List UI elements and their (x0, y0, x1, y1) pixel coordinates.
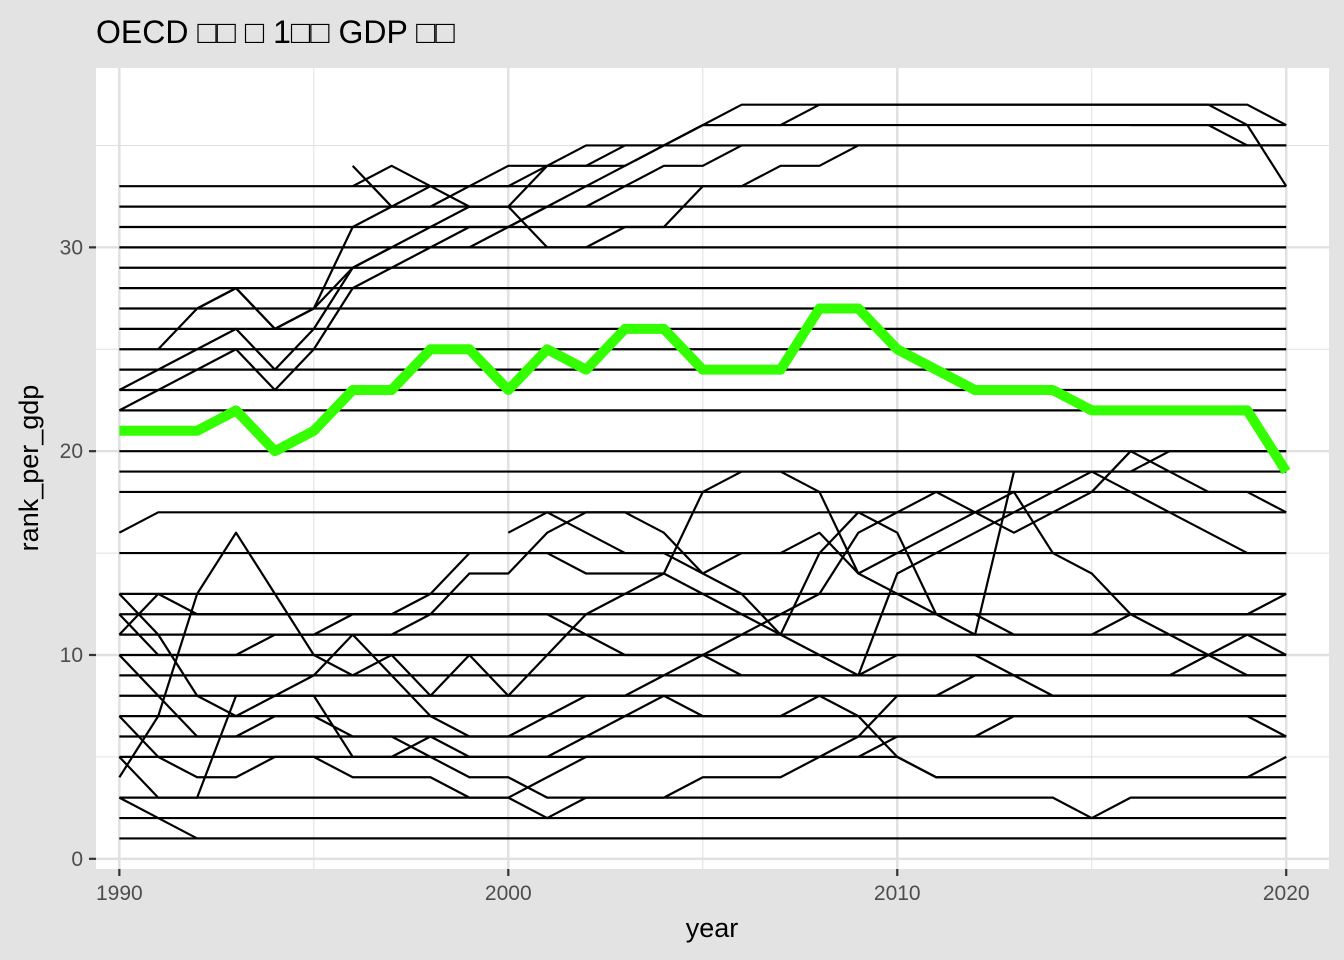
series-line (351, 450, 1287, 738)
chart-title: OECD □□ □ 1□□ GDP □□ (96, 14, 455, 50)
x-tick-label: 2010 (874, 882, 921, 905)
series-lines (118, 103, 1288, 840)
y-tick-label: 10 (60, 644, 83, 667)
series-line (118, 694, 1287, 799)
x-tick-label: 2000 (485, 882, 532, 905)
series-line (351, 103, 1287, 208)
y-tick-label: 0 (71, 848, 83, 871)
series-line (118, 470, 1287, 778)
series-line (119, 816, 1287, 840)
series-line (352, 144, 1287, 249)
series-line (118, 674, 1287, 799)
series-line (118, 796, 1287, 820)
series-line (118, 511, 1287, 534)
y-axis-title: rank_per_gdp (14, 385, 44, 552)
y-axis: 0 10 20 30 (60, 236, 96, 871)
x-tick-label: 1990 (96, 882, 143, 905)
highlight-series (119, 303, 1291, 475)
y-tick-label: 20 (60, 440, 83, 463)
series-line (507, 511, 1287, 636)
x-axis: 1990 2000 2010 2020 (96, 869, 1310, 905)
plot-panel (96, 68, 1329, 869)
series-line (1130, 123, 1248, 147)
x-axis-title: year (686, 913, 739, 943)
x-tick-label: 2020 (1263, 882, 1310, 905)
series-line (118, 450, 1287, 657)
series-line (118, 654, 1287, 799)
highlight-series-line (119, 303, 1291, 475)
y-tick-label: 30 (60, 236, 83, 259)
